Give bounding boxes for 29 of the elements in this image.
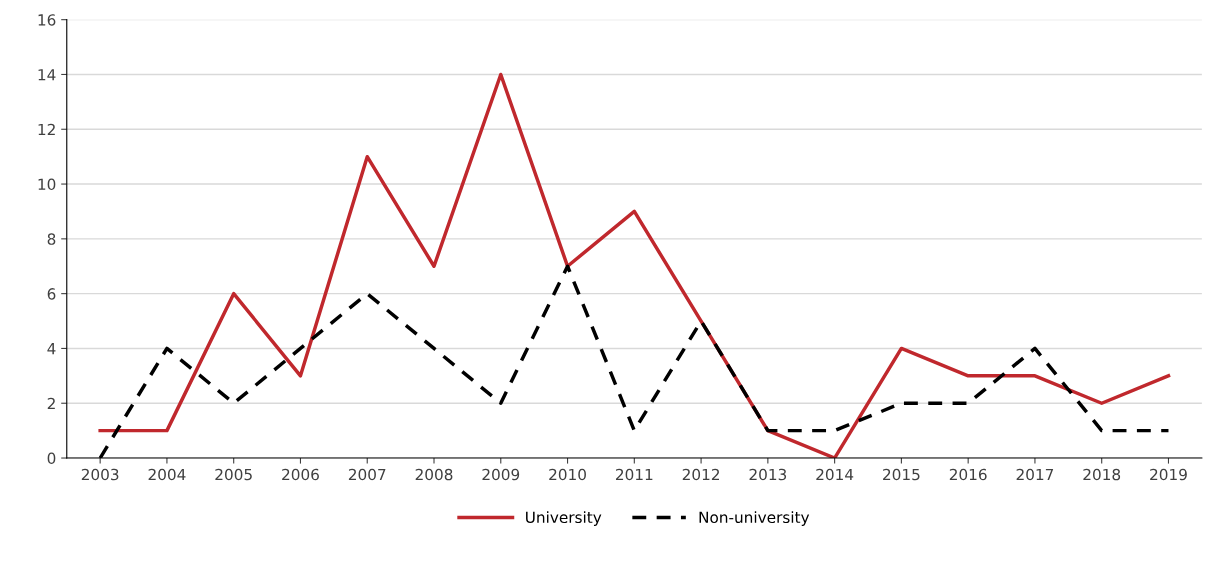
- y-tick-label: 2: [47, 397, 55, 410]
- y-tick-label: 12: [38, 123, 55, 136]
- x-tick-label: 2006: [282, 468, 319, 481]
- y-tick-label: 0: [47, 452, 56, 465]
- legend-label: Non-university: [699, 511, 810, 527]
- x-tick-label: 2016: [949, 468, 987, 481]
- x-tick-label: 2008: [415, 468, 453, 481]
- x-tick-label: 2007: [348, 468, 386, 481]
- x-tick-label: 2010: [549, 468, 586, 481]
- y-tick-label: 8: [47, 233, 56, 245]
- x-tick-label: 2013: [749, 468, 787, 481]
- x-tick-label: 2019: [1150, 468, 1187, 481]
- line-series: [98, 72, 1171, 459]
- x-tick-label: 2014: [816, 468, 854, 481]
- x-tick-label: 2012: [682, 468, 719, 481]
- y-tick-label: 10: [38, 178, 56, 191]
- y-tick-label: 16: [38, 14, 56, 26]
- x-tick-label: 2017: [1016, 468, 1054, 481]
- y-tick-label: 14: [38, 69, 56, 81]
- x-tick-label: 2005: [215, 468, 252, 481]
- legend-label: University: [526, 511, 602, 527]
- x-tick-label: 2003: [81, 468, 119, 481]
- x-tick-label: 2018: [1083, 468, 1121, 481]
- x-tick-label: 2009: [482, 468, 520, 481]
- y-tick-label: 4: [47, 343, 56, 355]
- x-tick-label: 2015: [883, 468, 920, 481]
- y-tick-label: 6: [47, 288, 56, 300]
- x-tick-label: 2004: [148, 468, 186, 481]
- x-tick-label: 2011: [615, 468, 653, 481]
